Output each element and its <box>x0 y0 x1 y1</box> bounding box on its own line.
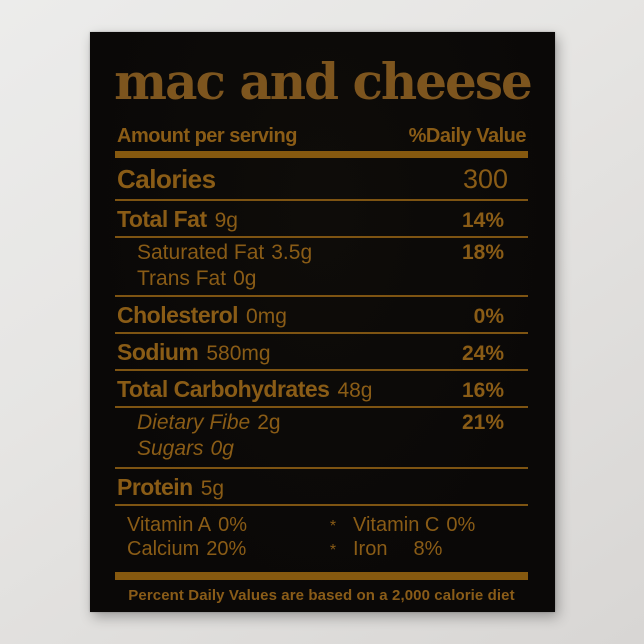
total-carbohydrates-text: Total Carbohydrates 48g <box>117 376 373 403</box>
asterisk-separator: * <box>329 517 337 535</box>
divider-thick-top <box>115 150 528 158</box>
vitamin-c-text: Vitamin C 0% <box>353 514 475 536</box>
vitamins-section: Vitamin A 0% * Vitamin C 0% Calcium 20% … <box>115 506 528 562</box>
vitamin-row-calcium-iron: Calcium 20% * Iron 8% <box>117 538 526 562</box>
sodium-label: Sodium <box>117 338 199 365</box>
row-total-carbohydrates: Total Carbohydrates 48g 16% <box>115 371 528 408</box>
protein-amount: 5g <box>200 476 225 500</box>
daily-value-label: %Daily Value <box>408 124 527 147</box>
protein-text: Protein 5g <box>117 474 224 501</box>
nutrition-header-row: Amount per serving %Daily Value <box>115 125 528 148</box>
amount-per-serving-label: Amount per serving <box>117 124 297 147</box>
dietary-fiber-label: Dietary Fibe <box>137 410 251 434</box>
row-dietary-fiber: Dietary Fibe 2g 21% <box>115 408 528 436</box>
row-protein: Protein 5g <box>115 469 528 506</box>
cholesterol-amount: 0mg <box>246 304 287 328</box>
sodium-amount: 580mg <box>206 341 271 365</box>
nutrition-label: Amount per serving %Daily Value Calories… <box>90 125 555 604</box>
iron-label: Iron <box>353 537 388 560</box>
calcium-value: 20% <box>206 537 247 560</box>
row-sodium: Sodium 580mg 24% <box>115 334 528 371</box>
total-fat-amount: 9g <box>214 208 238 232</box>
row-saturated-fat: Saturated Fat 3.5g 18% <box>115 238 528 266</box>
total-fat-label: Total Fat <box>117 205 207 232</box>
row-calories: Calories 300 <box>115 158 528 201</box>
saturated-fat-label: Saturated Fat <box>137 240 265 264</box>
poster-title: mac and cheese <box>114 52 533 111</box>
sugars-label: Sugars <box>137 436 204 460</box>
total-fat-percent: 14% <box>461 208 504 232</box>
calcium-label: Calcium <box>127 537 200 560</box>
vitamin-a-value: 0% <box>218 513 248 536</box>
vitamin-a-text: Vitamin A 0% <box>117 514 313 536</box>
cholesterol-label: Cholesterol <box>117 301 239 328</box>
total-carbohydrates-amount: 48g <box>337 378 373 402</box>
vitamin-row-a-c: Vitamin A 0% * Vitamin C 0% <box>117 514 526 538</box>
trans-fat-text: Trans Fat 0g <box>137 267 256 291</box>
sodium-text: Sodium 580mg <box>117 339 271 366</box>
cholesterol-percent: 0% <box>473 304 504 328</box>
divider-thick-bottom <box>115 571 528 580</box>
total-fat-text: Total Fat 9g <box>117 206 238 233</box>
iron-value: 8% <box>413 537 443 560</box>
sodium-percent: 24% <box>461 341 504 365</box>
total-carbohydrates-percent: 16% <box>461 378 504 402</box>
saturated-fat-text: Saturated Fat 3.5g <box>137 241 312 265</box>
vitamin-c-label: Vitamin C <box>353 513 440 536</box>
trans-fat-label: Trans Fat <box>137 266 227 290</box>
vitamin-a-label: Vitamin A <box>127 513 212 536</box>
protein-label: Protein <box>117 473 193 500</box>
sugars-amount: 0g <box>210 436 234 460</box>
row-total-fat: Total Fat 9g 14% <box>115 201 528 238</box>
row-cholesterol: Cholesterol 0mg 0% <box>115 297 528 334</box>
vitamin-c-value: 0% <box>446 513 476 536</box>
saturated-fat-amount: 3.5g <box>271 240 313 264</box>
row-trans-fat: Trans Fat 0g <box>115 266 528 297</box>
trans-fat-amount: 0g <box>233 266 257 290</box>
calcium-text: Calcium 20% <box>117 538 313 560</box>
dietary-fiber-percent: 21% <box>461 410 504 434</box>
dietary-fiber-amount: 2g <box>257 410 281 434</box>
row-sugars: Sugars 0g <box>115 436 528 469</box>
dietary-fiber-text: Dietary Fibe 2g <box>137 411 281 435</box>
daily-values-footnote: Percent Daily Values are based on a 2,00… <box>128 586 515 604</box>
nutrition-facts-poster: mac and cheese Amount per serving %Daily… <box>90 32 555 612</box>
calories-label: Calories <box>117 163 216 194</box>
saturated-fat-percent: 18% <box>461 240 504 264</box>
calories-value: 300 <box>462 163 508 194</box>
total-carbohydrates-label: Total Carbohydrates <box>117 375 330 402</box>
cholesterol-text: Cholesterol 0mg <box>117 302 287 329</box>
sugars-text: Sugars 0g <box>137 437 234 461</box>
asterisk-separator: * <box>329 541 337 559</box>
iron-text: Iron 8% <box>353 538 442 560</box>
